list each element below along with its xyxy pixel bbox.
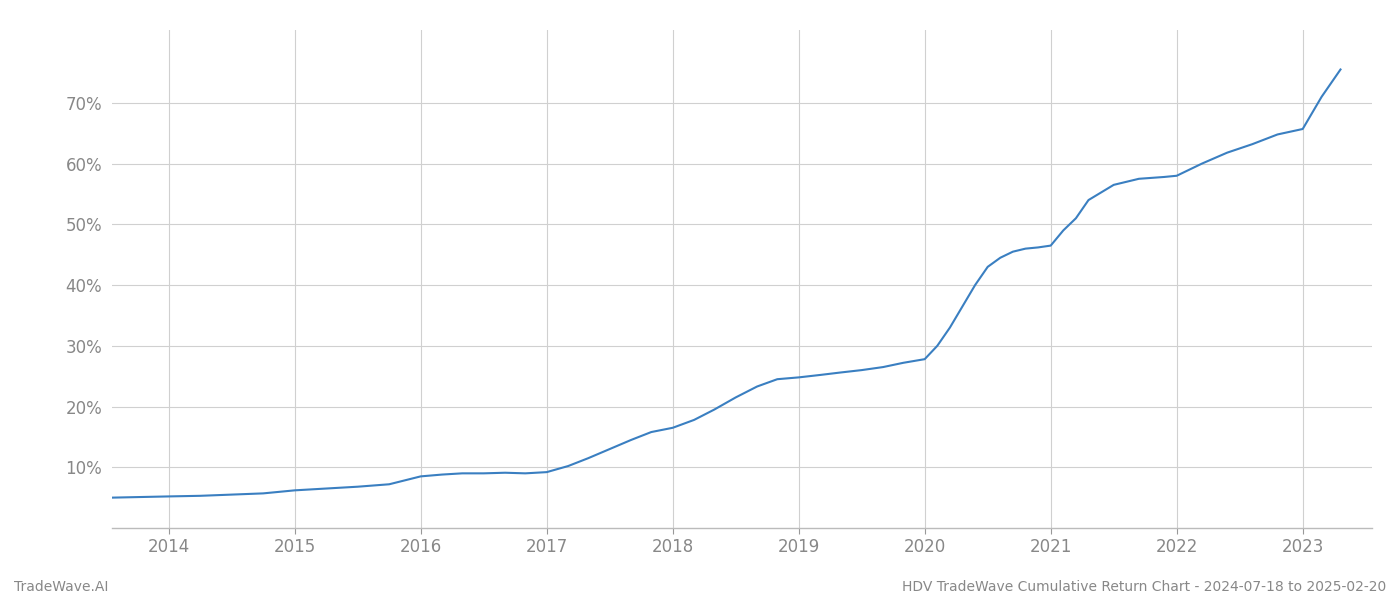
Text: HDV TradeWave Cumulative Return Chart - 2024-07-18 to 2025-02-20: HDV TradeWave Cumulative Return Chart - …	[902, 580, 1386, 594]
Text: TradeWave.AI: TradeWave.AI	[14, 580, 108, 594]
